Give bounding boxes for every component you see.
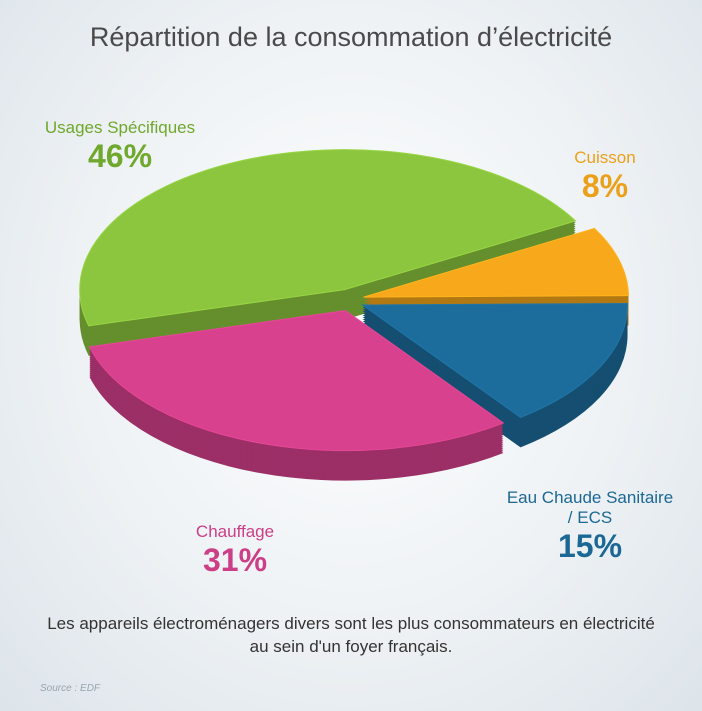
value-label: 15% — [557, 528, 623, 564]
slice — [363, 227, 630, 298]
category-label: Chauffage — [195, 522, 275, 541]
category-label: Usages Spécifiques — [44, 118, 196, 137]
slice-label: Usages Spécifiques 46% — [10, 118, 230, 174]
slice-label: Eau Chaude Sanitaire / ECS 15% — [505, 488, 675, 564]
value-label: 46% — [87, 138, 153, 174]
chart-title: Répartition de la consommation d’électri… — [89, 22, 613, 52]
slice — [88, 310, 505, 452]
caption: Les appareils électroménagers divers son… — [47, 614, 655, 656]
slice — [360, 303, 629, 418]
category-label: Cuisson — [574, 148, 636, 167]
value-label: 31% — [202, 542, 268, 578]
value-label: 8% — [581, 168, 629, 204]
category-label: Eau Chaude Sanitaire / ECS — [506, 488, 674, 527]
source: Source : EDF — [40, 683, 101, 694]
slice — [79, 149, 577, 327]
slice-label: Cuisson 8% — [540, 148, 670, 204]
slice-label: Chauffage 31% — [150, 522, 320, 578]
